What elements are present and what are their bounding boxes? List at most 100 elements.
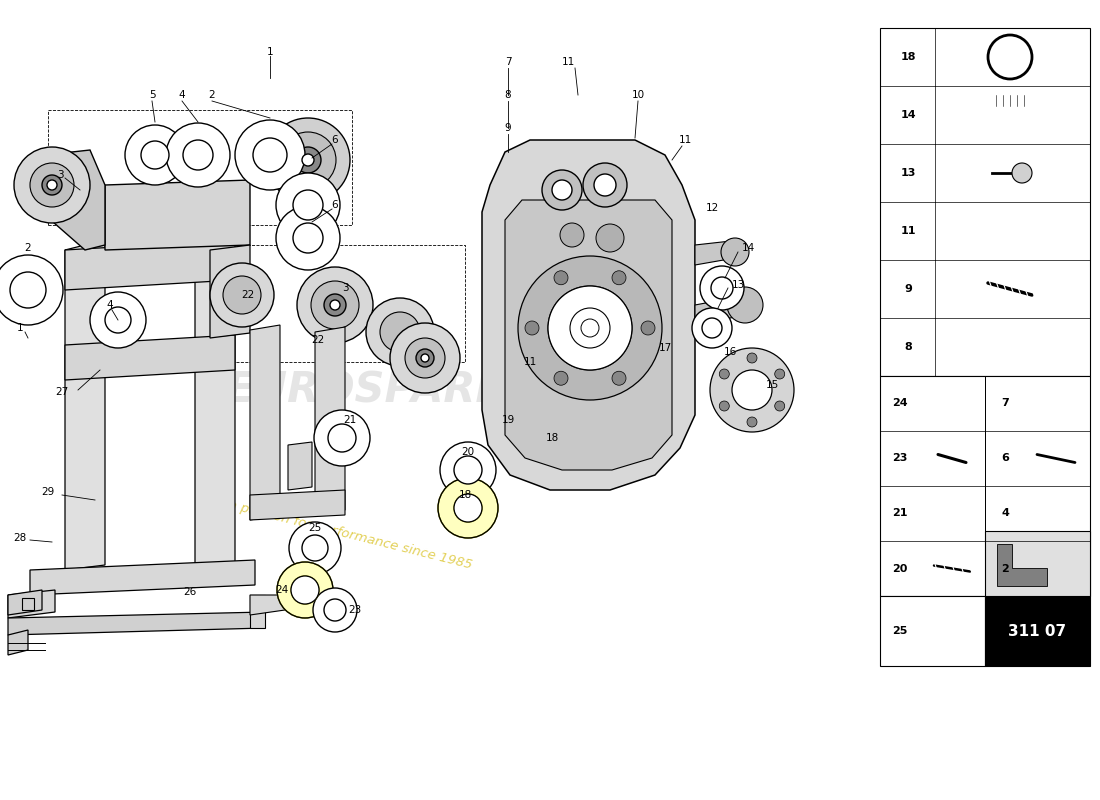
Circle shape (166, 123, 230, 187)
Text: 21: 21 (892, 509, 907, 518)
Circle shape (297, 267, 373, 343)
Text: 18: 18 (546, 433, 559, 443)
Polygon shape (8, 630, 28, 655)
Circle shape (774, 401, 784, 411)
Text: 14: 14 (741, 243, 755, 253)
Circle shape (390, 323, 460, 393)
Circle shape (366, 298, 434, 366)
Circle shape (727, 287, 763, 323)
Text: 1: 1 (266, 47, 273, 57)
Circle shape (988, 35, 1032, 79)
Text: 26: 26 (184, 587, 197, 597)
Polygon shape (65, 240, 104, 570)
Circle shape (405, 338, 446, 378)
Circle shape (934, 613, 970, 649)
Circle shape (747, 353, 757, 363)
Text: 20: 20 (892, 563, 907, 574)
Text: 2: 2 (24, 243, 31, 253)
Circle shape (0, 255, 63, 325)
Circle shape (518, 256, 662, 400)
Circle shape (570, 308, 611, 348)
Text: 2: 2 (1001, 563, 1009, 574)
Circle shape (702, 318, 722, 338)
Text: 10: 10 (631, 90, 645, 100)
Circle shape (747, 417, 757, 427)
Circle shape (302, 535, 328, 561)
Polygon shape (45, 150, 104, 250)
Text: 22: 22 (241, 290, 254, 300)
Circle shape (266, 118, 350, 202)
Circle shape (438, 478, 498, 538)
Circle shape (1066, 455, 1080, 470)
Circle shape (277, 562, 333, 618)
Polygon shape (8, 590, 55, 618)
Bar (880, 28, 1090, 376)
Circle shape (280, 132, 336, 188)
Text: 24: 24 (892, 398, 907, 409)
Text: 6: 6 (332, 200, 339, 210)
Circle shape (542, 170, 582, 210)
Text: 7: 7 (505, 57, 512, 67)
Polygon shape (315, 327, 345, 515)
Text: 18: 18 (900, 52, 915, 62)
Circle shape (990, 95, 1030, 135)
Text: 18: 18 (459, 490, 472, 500)
Circle shape (416, 349, 434, 367)
Text: 11: 11 (561, 57, 574, 67)
Text: 9: 9 (505, 123, 512, 133)
Polygon shape (482, 140, 695, 490)
Circle shape (1048, 505, 1066, 522)
Polygon shape (250, 325, 280, 520)
Circle shape (1004, 233, 1016, 245)
Circle shape (720, 238, 749, 266)
Circle shape (996, 225, 1024, 253)
Circle shape (1048, 394, 1066, 413)
Circle shape (324, 294, 346, 316)
Circle shape (700, 266, 744, 310)
Circle shape (276, 173, 340, 237)
Text: 5: 5 (148, 90, 155, 100)
Text: 6: 6 (1001, 454, 1009, 463)
Circle shape (183, 140, 213, 170)
Polygon shape (8, 590, 42, 615)
Text: 23: 23 (892, 454, 907, 463)
Circle shape (1012, 163, 1032, 183)
Circle shape (324, 599, 346, 621)
Circle shape (440, 442, 496, 498)
Text: 25: 25 (308, 523, 321, 533)
Text: 3: 3 (57, 170, 64, 180)
Circle shape (525, 321, 539, 335)
Circle shape (292, 576, 319, 604)
Circle shape (14, 147, 90, 223)
Circle shape (552, 180, 572, 200)
Polygon shape (8, 612, 265, 635)
Text: a passion for performance since 1985: a passion for performance since 1985 (227, 498, 473, 572)
Text: 8: 8 (904, 342, 912, 352)
Polygon shape (65, 240, 235, 290)
Circle shape (719, 369, 729, 379)
Text: 3: 3 (342, 283, 349, 293)
Circle shape (1038, 494, 1076, 533)
Circle shape (454, 494, 482, 522)
Circle shape (295, 147, 321, 173)
Text: EUROSPARES: EUROSPARES (226, 369, 535, 411)
Circle shape (996, 209, 1024, 237)
Text: 24: 24 (275, 585, 288, 595)
Text: 11: 11 (679, 135, 692, 145)
Circle shape (379, 312, 420, 352)
Circle shape (594, 174, 616, 196)
Polygon shape (250, 595, 265, 628)
Circle shape (1038, 385, 1076, 422)
Circle shape (932, 446, 948, 462)
Circle shape (548, 286, 632, 370)
Circle shape (223, 276, 261, 314)
Circle shape (454, 456, 482, 484)
Circle shape (293, 223, 323, 253)
Circle shape (293, 190, 323, 220)
Text: 15: 15 (766, 380, 779, 390)
Circle shape (235, 120, 305, 190)
Circle shape (612, 270, 626, 285)
Circle shape (125, 125, 185, 185)
Bar (880, 376, 1090, 596)
Circle shape (253, 138, 287, 172)
